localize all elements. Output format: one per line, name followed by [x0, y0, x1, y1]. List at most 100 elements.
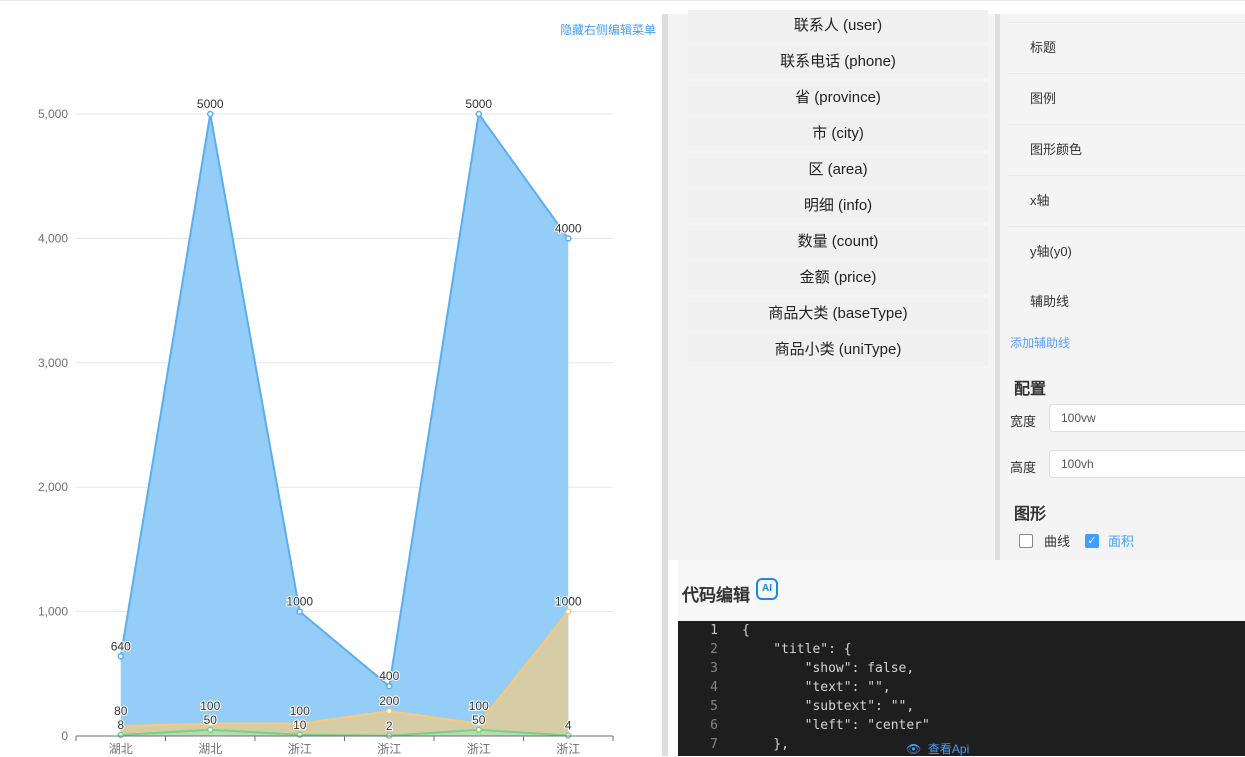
- data-label: 50: [472, 713, 486, 727]
- y-tick-label: 4,000: [38, 231, 68, 245]
- series-area: [120, 114, 569, 736]
- line-number: 2: [710, 642, 718, 657]
- field-item[interactable]: 市 (city): [688, 118, 988, 150]
- panel-divider[interactable]: [662, 14, 668, 756]
- series-area: [120, 611, 569, 736]
- add-aux-line-link[interactable]: 添加辅助线: [1010, 336, 1071, 350]
- chart-panel: 隐藏右侧编辑菜单 0 1,000 2,000 3,000 4,000 5,000 8 80 64…: [0, 1, 662, 756]
- x-tick-label: 浙江: [288, 742, 312, 756]
- data-point: [296, 731, 303, 739]
- data-label: 8: [117, 718, 124, 732]
- top-border: [0, 0, 1245, 1]
- config-row[interactable]: 辅助线: [1030, 294, 1070, 309]
- data-label: 1000: [555, 595, 582, 609]
- x-tick-label: 湖北: [198, 741, 222, 756]
- line-number: 6: [710, 718, 718, 733]
- field-item[interactable]: 区 (area): [688, 154, 988, 186]
- line-number: 4: [710, 680, 718, 695]
- data-point: [296, 720, 303, 727]
- data-point: [296, 608, 303, 615]
- config-section-title: 配置: [1014, 381, 1047, 398]
- data-point: [117, 653, 124, 660]
- check-icon: ✓: [1087, 535, 1097, 547]
- field-item[interactable]: 商品大类 (baseType): [688, 298, 988, 330]
- width-input[interactable]: 100vw: [1049, 404, 1245, 432]
- x-tick-label: 浙江: [556, 742, 580, 756]
- config-row[interactable]: 图形颜色: [1008, 124, 1245, 175]
- code-editor-title: 代码编辑: [682, 586, 750, 605]
- series-line: [120, 610, 570, 728]
- line-number: 1: [710, 623, 718, 638]
- data-point: [386, 682, 393, 690]
- field-item[interactable]: 省 (province): [688, 82, 988, 114]
- data-point: [565, 235, 572, 242]
- data-label: 400: [379, 669, 399, 683]
- code-line: {: [742, 623, 750, 638]
- y-tick-label: 5,000: [38, 107, 68, 121]
- data-label: 200: [379, 694, 399, 708]
- series-line: [119, 111, 570, 689]
- data-point: [117, 722, 124, 730]
- line-number: 5: [710, 699, 718, 714]
- config-panel: 标题 图例 图形颜色 x轴 y轴(y0) 辅助线 添加辅助线 配置 宽度 100vw 高度…: [1000, 14, 1245, 560]
- code-editor-section: 代码编辑 AI 1 {2 "title": { 3 "show": false, 4 …: [678, 560, 1245, 756]
- data-label: 5000: [465, 97, 492, 111]
- data-label: 10: [293, 718, 307, 732]
- curve-checkbox[interactable]: [1019, 534, 1033, 548]
- data-label: 4000: [555, 221, 582, 235]
- data-point: [207, 110, 214, 118]
- code-line: "text": "",: [742, 680, 891, 695]
- hide-right-menu-link[interactable]: 隐藏右侧编辑菜单: [559, 23, 656, 37]
- config-row[interactable]: y轴(y0): [1008, 226, 1245, 277]
- ai-icon[interactable]: AI: [756, 578, 778, 600]
- code-line: "title": {: [742, 642, 852, 657]
- data-point: [475, 720, 482, 727]
- data-label: 4: [565, 719, 572, 733]
- y-tick-label: 3,000: [38, 356, 68, 370]
- field-item[interactable]: 金额 (price): [688, 262, 988, 294]
- code-line: "left": "center": [742, 718, 930, 733]
- curve-label[interactable]: 曲线: [1044, 534, 1071, 549]
- view-api-link[interactable]: 👁 查看Api: [906, 740, 969, 757]
- field-item[interactable]: 明细 (info): [688, 190, 988, 222]
- x-tick-label: 湖北: [109, 741, 133, 756]
- view-api-label: 查看Api: [927, 742, 970, 756]
- x-tick-label: 浙江: [377, 742, 401, 756]
- series-line: [120, 728, 569, 737]
- config-row[interactable]: 标题: [1008, 22, 1245, 73]
- field-list: 联系人 (user) 联系电话 (phone) 省 (province) 市 (cit…: [668, 10, 995, 560]
- config-row[interactable]: x轴: [1008, 175, 1245, 226]
- y-tick-label: 1,000: [38, 605, 68, 619]
- code-editor[interactable]: 1 {2 "title": { 3 "show": false, 4 "text": …: [678, 621, 1245, 756]
- data-label: 100: [290, 704, 310, 718]
- data-point: [207, 726, 214, 734]
- data-point: [386, 707, 393, 715]
- field-item[interactable]: 联系电话 (phone): [688, 46, 988, 78]
- area-checkbox[interactable]: ✓: [1085, 534, 1099, 548]
- data-point: [117, 731, 124, 739]
- data-point: [207, 720, 214, 727]
- data-label: 50: [204, 713, 218, 727]
- field-item[interactable]: 数量 (count): [688, 226, 988, 258]
- data-point: [475, 726, 482, 734]
- data-label: 1000: [286, 595, 313, 609]
- field-item[interactable]: 商品小类 (uniType): [688, 334, 988, 366]
- code-line: "show": false,: [742, 661, 915, 676]
- field-item[interactable]: 联系人 (user): [688, 10, 988, 42]
- area-chart: 01,0002,0003,0004,0005,00088064050100500…: [38, 96, 614, 756]
- data-label: 80: [114, 704, 128, 718]
- data-point: [475, 110, 482, 118]
- height-input[interactable]: 100vh: [1049, 450, 1245, 478]
- x-tick-label: 浙江: [467, 742, 491, 756]
- data-label: 100: [200, 699, 220, 713]
- shape-section-title: 图形: [1014, 506, 1047, 523]
- line-number: 3: [710, 661, 718, 676]
- panel-divider[interactable]: [995, 14, 1000, 560]
- code-line: },: [742, 737, 789, 752]
- area-label[interactable]: 面积: [1108, 534, 1135, 549]
- data-label: 5000: [197, 97, 224, 111]
- y-tick-label: 2,000: [38, 480, 68, 494]
- width-label: 宽度: [1010, 414, 1037, 429]
- config-row[interactable]: 图例: [1008, 73, 1245, 124]
- y-tick-label: 0: [61, 729, 68, 743]
